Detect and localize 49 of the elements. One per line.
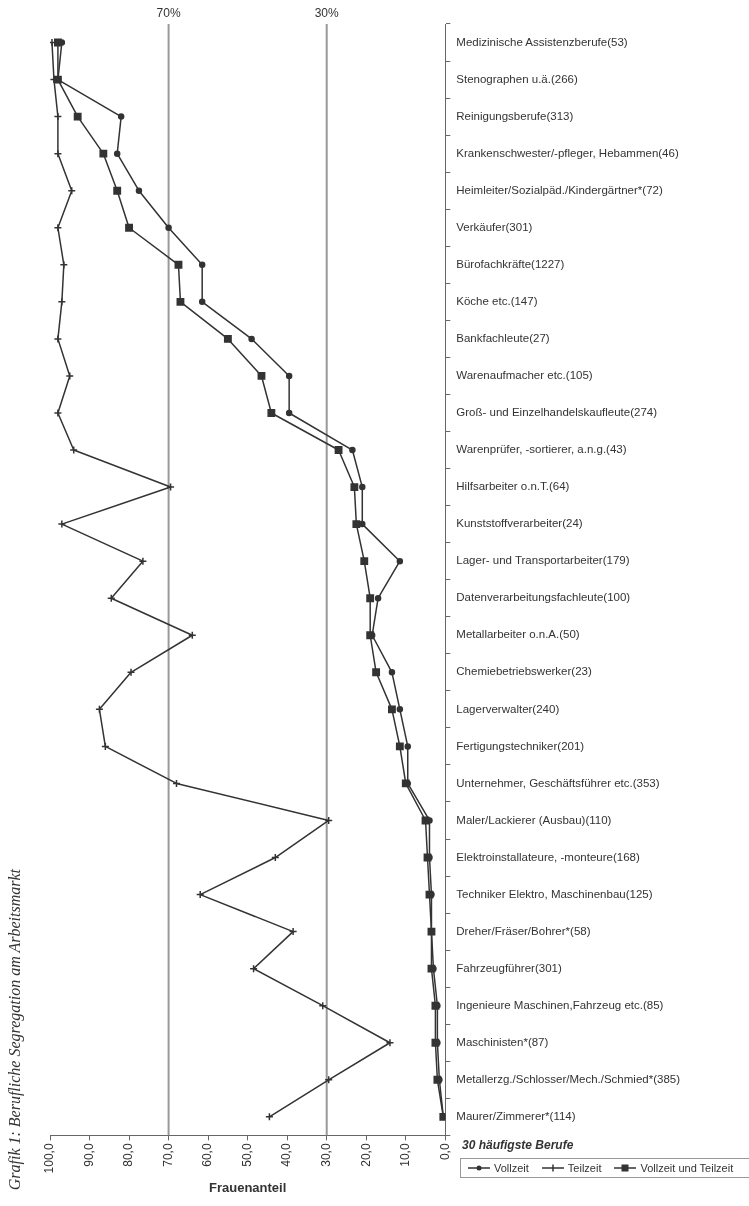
x-tick-label: 30,0 — [319, 1143, 334, 1167]
y-tick-label: Fahrzeugführer(301) — [456, 961, 562, 974]
y-tick-label: Ingenieure Maschinen,Fahrzeug etc.(85) — [456, 998, 664, 1011]
ref-line-label: 30% — [314, 6, 340, 21]
y-tick-label: Unternehmer, Geschäftsführer etc.(353) — [456, 776, 660, 789]
ref-line-label: 70% — [156, 6, 181, 21]
y-tick-label: Stenographen u.ä.(266) — [456, 72, 578, 85]
legend-label: Vollzeit und Teilzeit — [640, 1162, 734, 1174]
y-tick-label: Lager- und Transportarbeiter(179) — [456, 554, 630, 567]
y-tick-label: Metallarbeiter o.n.A.(50) — [456, 628, 580, 641]
y-tick-label: Kunststoffverarbeiter(24) — [456, 517, 583, 530]
legend-label: Vollzeit — [494, 1162, 529, 1174]
x-tick-label: 40,0 — [279, 1143, 294, 1167]
legend-title: 30 häufigste Berufe — [462, 1138, 574, 1152]
y-tick-label: Elektroinstallateure, -monteure(168) — [456, 850, 640, 863]
x-tick-label: 0,0 — [437, 1143, 452, 1161]
y-tick-label: Warenprüfer, -sortierer, a.n.g.(43) — [456, 443, 627, 456]
y-tick-label: Groß- und Einzelhandelskaufleute(274) — [456, 406, 658, 419]
x-tick-label: 20,0 — [358, 1143, 373, 1167]
x-tick-label: 100,0 — [42, 1143, 57, 1174]
y-tick-label: Dreher/Fräser/Bohrer*(58) — [456, 924, 591, 937]
y-tick-label: Hilfsarbeiter o.n.T.(64) — [456, 480, 570, 493]
legend-label: Teilzeit — [567, 1162, 602, 1174]
x-tick-label: 90,0 — [81, 1143, 96, 1167]
x-axis-title: Frauenanteil — [209, 1179, 287, 1195]
x-tick-label: 10,0 — [398, 1143, 413, 1167]
y-tick-label: Krankenschwester/-pfleger, Hebammen(46) — [456, 146, 679, 159]
y-tick-label: Datenverarbeitungsfachleute(100) — [456, 591, 631, 604]
y-tick-label: Maschinisten*(87) — [456, 1035, 549, 1048]
y-tick-label: Medizinische Assistenzberufe(53) — [456, 35, 628, 48]
y-tick-label: Maler/Lackierer (Ausbau)(110) — [456, 813, 612, 826]
y-tick-label: Techniker Elektro, Maschinenbau(125) — [456, 887, 653, 900]
y-tick-label: Reinigungsberufe(313) — [456, 109, 574, 122]
y-tick-label: Metallerzg./Schlosser/Mech./Schmied*(385) — [456, 1072, 681, 1085]
y-tick-label: Fertigungstechniker(201) — [456, 739, 585, 752]
x-tick-label: 60,0 — [200, 1143, 215, 1167]
x-tick-label: 70,0 — [160, 1143, 175, 1167]
x-tick-label: 50,0 — [239, 1143, 254, 1167]
y-tick-label: Bankfachleute(27) — [456, 332, 550, 345]
y-tick-label: Chemiebetriebswerker(23) — [456, 665, 592, 678]
y-tick-label: Maurer/Zimmerer*(114) — [456, 1110, 576, 1123]
y-tick-label: Warenaufmacher etc.(105) — [456, 369, 593, 382]
y-tick-label: Lagerverwalter(240) — [456, 702, 560, 715]
text: Grafik 1: Berufliche Segregation am Arbeitsmarkt — [6, 868, 24, 1190]
y-tick-label: Verkäufer(301) — [456, 220, 533, 233]
x-tick-label: 80,0 — [121, 1143, 136, 1167]
y-tick-label: Heimleiter/Sozialpäd./Kindergärtner*(72) — [456, 183, 663, 196]
y-tick-label: Bürofachkräfte(1227) — [456, 257, 565, 270]
y-tick-label: Köche etc.(147) — [456, 295, 538, 308]
